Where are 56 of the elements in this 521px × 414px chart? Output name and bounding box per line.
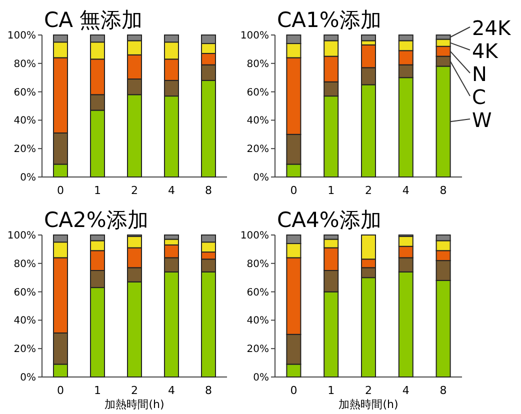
- y-tick-label: 20%: [246, 344, 269, 356]
- y-tick-label: 40%: [14, 116, 36, 127]
- x-tick-label: 8: [440, 184, 447, 197]
- y-tick-label: 60%: [246, 287, 269, 298]
- x-tick-label: 0: [57, 184, 64, 197]
- series-label: C: [472, 85, 486, 109]
- series-label: 24K: [472, 16, 512, 40]
- y-tick-label: 20%: [14, 144, 36, 156]
- x-tick-label: 4: [168, 184, 175, 197]
- y-tick-label: 60%: [246, 87, 269, 98]
- y-tick-label: 100%: [7, 30, 36, 42]
- x-axis-title: 加熱時間(h): [338, 398, 398, 411]
- x-tick-label: 1: [328, 184, 335, 197]
- y-tick-label: 80%: [246, 258, 269, 270]
- x-tick-label: 0: [290, 184, 298, 197]
- chart-title: CA 無添加: [44, 8, 143, 32]
- x-tick-label: 4: [402, 384, 410, 397]
- y-tick-label: 60%: [14, 287, 36, 298]
- x-tick-label: 2: [131, 184, 138, 197]
- x-axis-title: 加熱時間(h): [104, 398, 164, 411]
- x-tick-label: 1: [94, 384, 101, 397]
- chart-title: CA1%添加: [277, 8, 382, 32]
- y-tick-label: 100%: [240, 230, 269, 242]
- y-tick-label: 20%: [246, 144, 269, 156]
- y-tick-label: 0%: [20, 372, 36, 384]
- y-tick-label: 0%: [20, 172, 36, 184]
- x-tick-label: 0: [57, 384, 64, 397]
- y-tick-label: 80%: [14, 258, 36, 270]
- y-tick-label: 0%: [253, 372, 269, 384]
- x-tick-label: 0: [290, 384, 298, 397]
- y-tick-label: 20%: [14, 344, 36, 356]
- x-tick-label: 8: [440, 384, 447, 397]
- series-label: W: [472, 108, 492, 132]
- x-tick-label: 2: [365, 184, 372, 197]
- y-tick-label: 40%: [14, 316, 36, 327]
- x-tick-label: 4: [168, 384, 175, 397]
- y-tick-label: 80%: [246, 58, 269, 70]
- x-tick-label: 1: [94, 184, 101, 197]
- y-tick-label: 40%: [246, 116, 269, 127]
- y-tick-label: 60%: [14, 87, 36, 98]
- series-label: N: [472, 62, 487, 86]
- y-tick-label: 0%: [253, 172, 269, 184]
- x-tick-label: 4: [402, 184, 410, 197]
- x-tick-label: 8: [205, 184, 212, 197]
- series-label: 4K: [472, 39, 499, 63]
- y-tick-label: 100%: [7, 230, 36, 242]
- x-tick-label: 1: [328, 384, 335, 397]
- x-tick-label: 2: [131, 384, 138, 397]
- y-tick-label: 40%: [246, 316, 269, 327]
- chart-title: CA2%添加: [44, 208, 148, 232]
- chart-title: CA4%添加: [277, 208, 382, 232]
- y-tick-label: 80%: [14, 58, 36, 70]
- x-tick-label: 2: [365, 384, 372, 397]
- bar: [361, 34, 376, 42]
- x-tick-label: 8: [205, 384, 212, 397]
- y-tick-label: 100%: [240, 30, 269, 42]
